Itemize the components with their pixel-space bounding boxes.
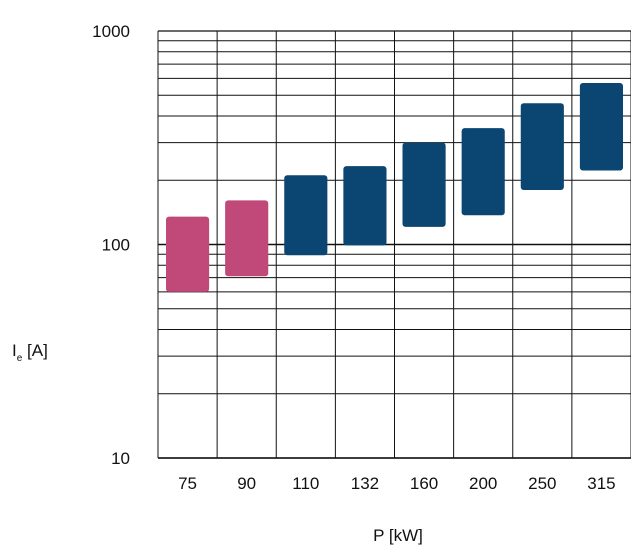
x-tick-label: 200 [469, 474, 497, 493]
y-tick-labels: 10 100 1000 [92, 22, 130, 468]
grid [157, 30, 631, 459]
x-tick-label: 75 [178, 474, 197, 493]
x-tick-label: 132 [351, 474, 379, 493]
y-tick-label: 100 [102, 236, 130, 255]
range-bar-315 [579, 82, 623, 171]
range-bar-90 [225, 200, 269, 277]
x-tick-label: 90 [237, 474, 256, 493]
y-tick-label: 1000 [92, 22, 130, 41]
x-tick-label: 315 [587, 474, 615, 493]
x-tick-labels: 75 90 110 132 160 200 250 315 [178, 474, 616, 493]
range-bars [166, 82, 623, 292]
x-axis-label: P [kW] [373, 526, 423, 545]
range-bar-75 [166, 216, 210, 292]
x-tick-label: 110 [292, 474, 319, 493]
y-axis-label: Ie [A] [12, 341, 48, 364]
range-bar-160 [402, 142, 446, 227]
x-tick-label: 250 [528, 474, 556, 493]
range-bar-250 [520, 103, 564, 190]
range-bar-200 [461, 128, 505, 216]
range-bar-132 [343, 166, 387, 246]
range-bar-110 [284, 175, 328, 256]
y-tick-label: 10 [111, 449, 130, 468]
x-tick-label: 160 [410, 474, 438, 493]
